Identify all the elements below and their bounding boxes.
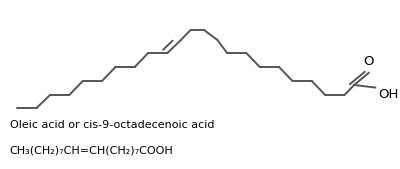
Text: OH: OH — [378, 88, 399, 101]
Text: O: O — [364, 55, 374, 68]
Text: CH₃(CH₂)₇CH=CH(CH₂)₇COOH: CH₃(CH₂)₇CH=CH(CH₂)₇COOH — [10, 145, 173, 155]
Text: Oleic acid or cis-9-octadecenoic acid: Oleic acid or cis-9-octadecenoic acid — [10, 120, 214, 130]
